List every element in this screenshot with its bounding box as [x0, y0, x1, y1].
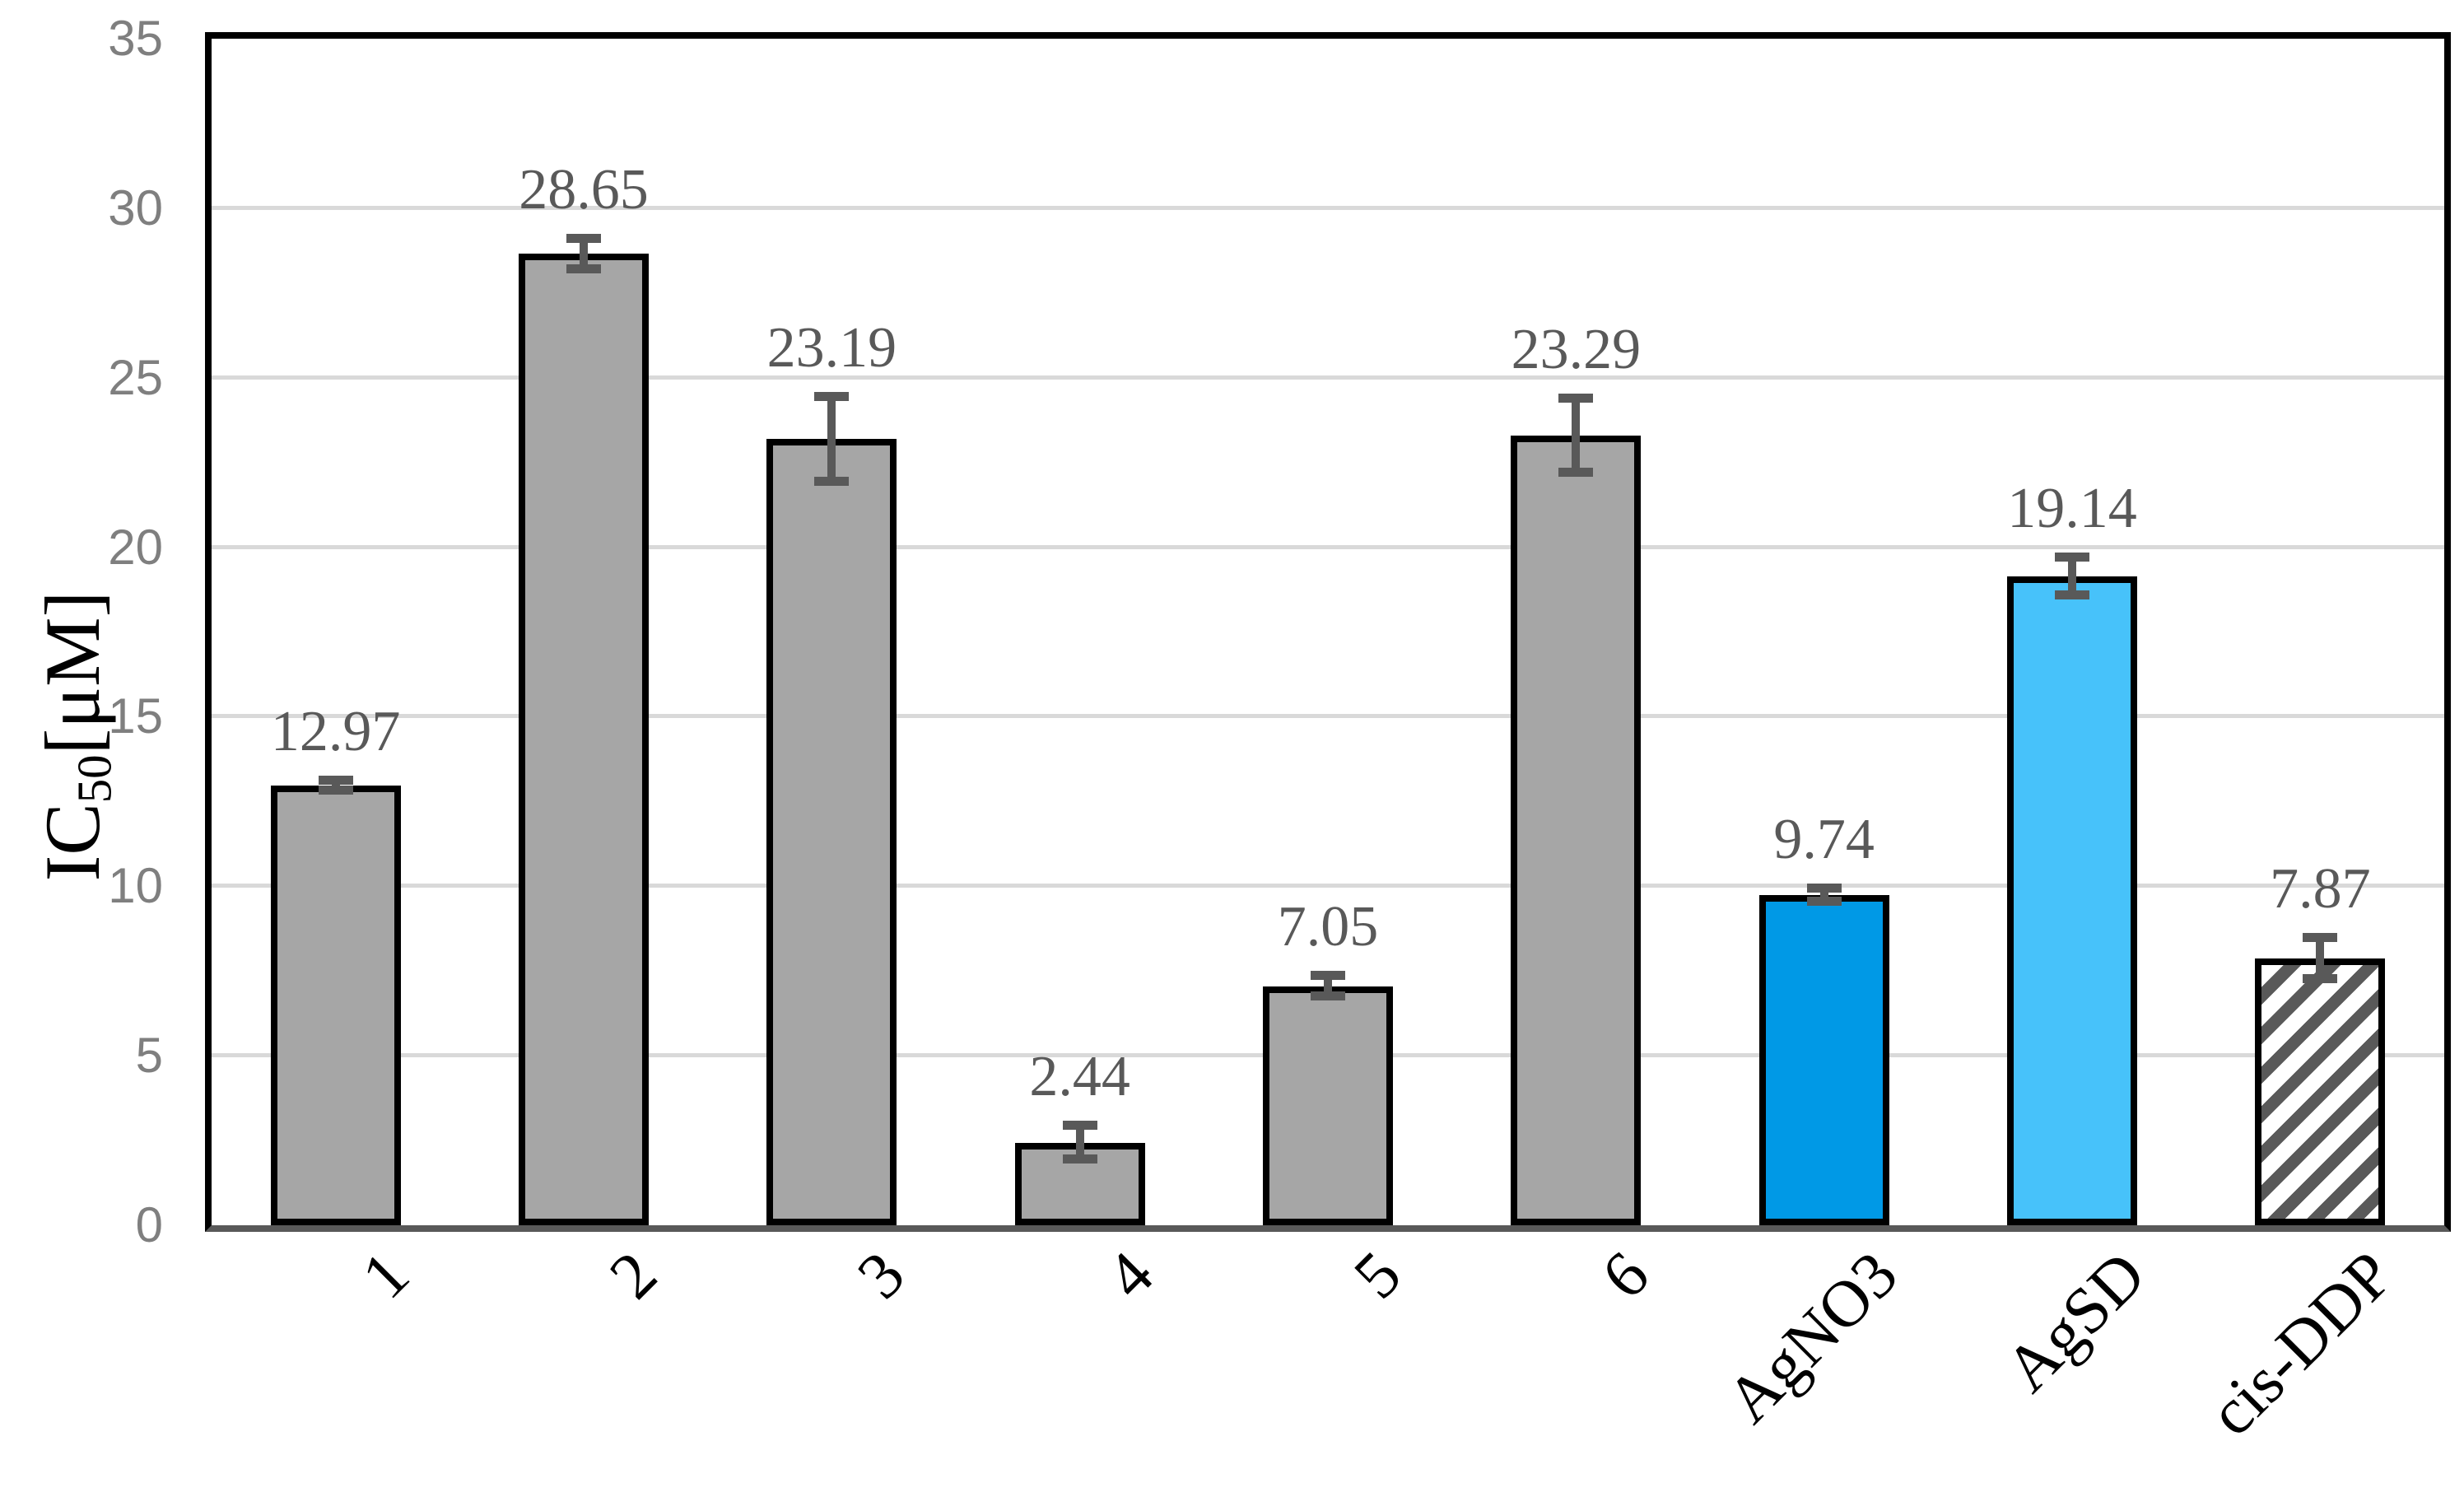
data-label-2: 28.65	[519, 157, 649, 222]
y-axis-title-subscript: 50	[68, 754, 122, 804]
y-tick-label-10: 10	[108, 858, 163, 914]
gridline-25	[212, 375, 2444, 380]
y-tick-label-25: 25	[108, 349, 163, 405]
gridline-20	[212, 544, 2444, 549]
bar-AgSD	[2007, 576, 2137, 1225]
error-bar-top-cap-6	[1558, 393, 1594, 403]
plot-area: 12.97 28.65 23.19 2.44 7.05 23.29 9.74 19.14 7.8…	[212, 39, 2444, 1225]
data-label-1: 12.97	[270, 699, 401, 763]
error-bar-line-3	[827, 396, 836, 482]
error-bar-bottom-cap-AgNO3	[1806, 897, 1842, 907]
data-label-6: 23.29	[1511, 317, 1642, 381]
error-bar-bottom-cap-3	[814, 476, 850, 486]
data-label-AgSD: 19.14	[2007, 477, 2137, 541]
data-label-3: 23.19	[766, 315, 897, 380]
error-bar-bottom-cap-cis-DDP	[2303, 973, 2338, 983]
error-bar-line-5	[1324, 976, 1332, 997]
error-bar-top-cap-3	[814, 391, 850, 401]
bar-6	[1511, 436, 1642, 1225]
error-bar-bottom-cap-5	[1311, 991, 1345, 1001]
y-tick-label-15: 15	[108, 688, 163, 744]
error-bar-line-2	[580, 238, 588, 269]
error-bar-line-cis-DDP	[2316, 938, 2325, 979]
error-bar-bottom-cap-4	[1062, 1154, 1097, 1164]
gridline-10	[212, 884, 2444, 888]
error-bar-line-AgNO3	[1819, 888, 1828, 902]
bar-2	[519, 254, 649, 1225]
gridline-15	[212, 714, 2444, 719]
error-bar-top-cap-cis-DDP	[2303, 933, 2338, 943]
y-tick-label-35: 35	[108, 11, 163, 66]
error-bar-bottom-cap-2	[566, 263, 601, 273]
data-label-5: 7.05	[1277, 895, 1379, 959]
bar-1	[270, 786, 401, 1225]
plot-frame	[205, 32, 2451, 1232]
error-bar-bottom-cap-1	[318, 786, 353, 795]
bar-AgNO3	[1758, 895, 1889, 1225]
error-bar-bottom-cap-6	[1558, 468, 1594, 478]
error-bar-top-cap-1	[318, 775, 353, 785]
data-label-4: 2.44	[1029, 1044, 1130, 1108]
error-bar-line-4	[1075, 1125, 1084, 1160]
x-tick-label-1: 1	[347, 1238, 423, 1313]
data-label-AgNO3: 9.74	[1773, 807, 1875, 871]
gridline-30	[212, 205, 2444, 210]
y-tick-label-20: 20	[108, 519, 163, 575]
error-bar-line-6	[1572, 398, 1581, 473]
error-bar-line-1	[331, 780, 340, 791]
error-bar-top-cap-AgNO3	[1806, 883, 1842, 893]
bar-3	[766, 439, 897, 1225]
error-bar-top-cap-AgSD	[2055, 553, 2089, 562]
y-tick-label-5: 5	[135, 1028, 163, 1084]
y-tick-label-30: 30	[108, 180, 163, 236]
error-bar-top-cap-2	[566, 233, 601, 243]
data-label-cis-DDP: 7.87	[2270, 857, 2371, 921]
error-bar-bottom-cap-AgSD	[2055, 590, 2089, 599]
bar-cis-DDP	[2255, 958, 2386, 1225]
error-bar-top-cap-5	[1311, 971, 1345, 981]
y-tick-label-0: 0	[135, 1197, 163, 1252]
bar-5	[1263, 986, 1393, 1225]
error-bar-top-cap-4	[1062, 1120, 1097, 1130]
error-bar-line-AgSD	[2068, 557, 2076, 595]
